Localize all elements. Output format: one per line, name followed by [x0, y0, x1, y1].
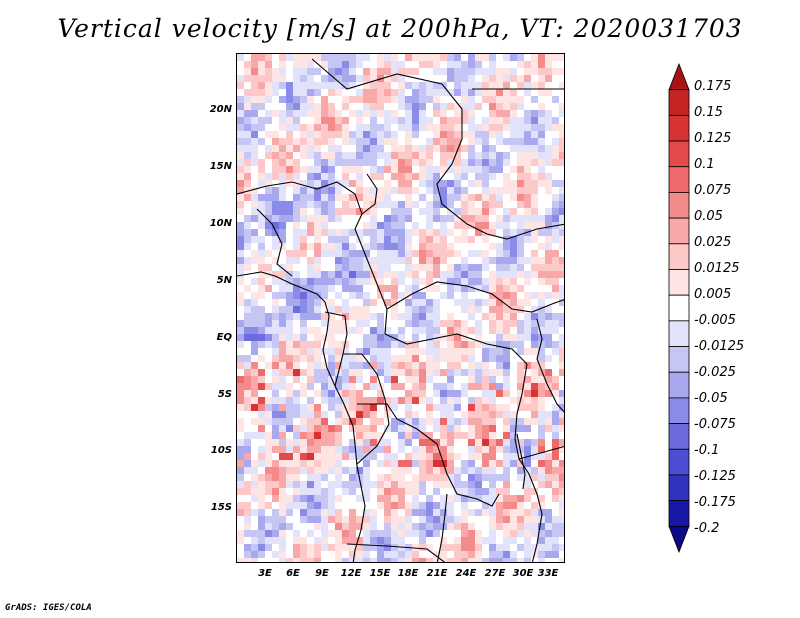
- lat-tick: 15N: [209, 161, 232, 172]
- colorbar-bin: [668, 166, 690, 193]
- colorbar-label: -0.175: [694, 495, 736, 510]
- border-lake-chad: [354, 173, 388, 335]
- lon-tick: 21E: [426, 568, 448, 579]
- colorbar-bin: [668, 192, 690, 219]
- lat-tick: 15S: [210, 502, 232, 513]
- colorbar-bin: [668, 397, 690, 424]
- colorbar-bin: [668, 294, 690, 322]
- colorbar-label: -0.2: [694, 521, 720, 536]
- border-sahara: [311, 58, 564, 240]
- colorbar-label: 0.1: [694, 157, 715, 172]
- border-south: [346, 543, 446, 562]
- colorbar-label: -0.1: [694, 443, 720, 458]
- velocity-field: [237, 54, 564, 562]
- colorbar-bin: [668, 62, 690, 91]
- lon-tick: 24E: [455, 568, 477, 579]
- lat-tick: 5S: [217, 389, 232, 400]
- grads-credit: GrADS: IGES/COLA: [5, 603, 92, 613]
- border-tanzania: [518, 445, 564, 460]
- colorbar-bin: [668, 448, 690, 476]
- colorbar-label: 0.005: [694, 287, 732, 302]
- border-lake-tanganyika: [516, 433, 526, 490]
- map-panel: [236, 53, 565, 563]
- colorbar-label: 0.05: [694, 209, 723, 224]
- colorbar-label: -0.025: [694, 365, 736, 380]
- lat-tick: 10S: [210, 445, 232, 456]
- colorbar-bin: [668, 346, 690, 373]
- colorbar-bin: [668, 114, 690, 142]
- lon-tick: 12E: [340, 568, 362, 579]
- borders-layer: [237, 58, 564, 562]
- border-drc-east: [514, 363, 543, 562]
- colorbar-bin: [668, 320, 690, 347]
- lon-tick: 27E: [484, 568, 506, 579]
- colorbar-label: -0.0125: [694, 339, 745, 354]
- border-angola: [357, 403, 500, 507]
- colorbar-label: -0.075: [694, 417, 736, 432]
- colorbar-bin: [668, 500, 690, 527]
- colorbar-label: 0.0125: [694, 261, 740, 276]
- lat-tick: 20N: [209, 104, 232, 115]
- colorbar-bin: [668, 89, 690, 116]
- colorbar-bin: [668, 269, 690, 296]
- border-west: [256, 208, 293, 277]
- border-east-lakes: [536, 318, 564, 413]
- colorbar-bin: [668, 423, 690, 450]
- lon-tick: 15E: [369, 568, 391, 579]
- colorbar-label: -0.005: [694, 313, 736, 328]
- plot-title: Vertical velocity [m/s] at 200hPa, VT: 2…: [57, 14, 743, 43]
- colorbar-label: 0.125: [694, 131, 732, 146]
- lon-tick: 6E: [286, 568, 300, 579]
- colorbar-bin: [668, 140, 690, 168]
- colorbar-label: 0.075: [694, 183, 732, 198]
- colorbar-bin: [668, 525, 690, 554]
- lon-tick: 30E: [512, 568, 534, 579]
- border-gabon: [324, 311, 348, 387]
- colorbar-bin: [668, 217, 690, 245]
- lat-tick: EQ: [216, 332, 232, 343]
- lon-tick: 9E: [315, 568, 329, 579]
- colorbar-label: 0.15: [694, 105, 723, 120]
- border-nigeria: [237, 181, 363, 215]
- colorbar-label: -0.125: [694, 469, 736, 484]
- lon-tick: 3E: [258, 568, 272, 579]
- lon-tick: 18E: [397, 568, 419, 579]
- colorbar-label: 0.175: [694, 79, 732, 94]
- colorbar-bin: [668, 474, 690, 502]
- colorbar-bin: [668, 243, 690, 270]
- lat-tick: 5N: [216, 275, 232, 286]
- border-car: [386, 281, 564, 313]
- colorbar-label: 0.025: [694, 235, 732, 250]
- coastline: [237, 271, 366, 562]
- colorbar-label: -0.05: [694, 391, 728, 406]
- border-zambia: [436, 493, 448, 562]
- border-drc-north: [384, 333, 528, 365]
- lat-tick: 10N: [209, 218, 232, 229]
- colorbar-bin: [668, 371, 690, 399]
- lon-tick: 33E: [537, 568, 559, 579]
- colorbar: [668, 62, 690, 554]
- border-congo: [343, 353, 390, 465]
